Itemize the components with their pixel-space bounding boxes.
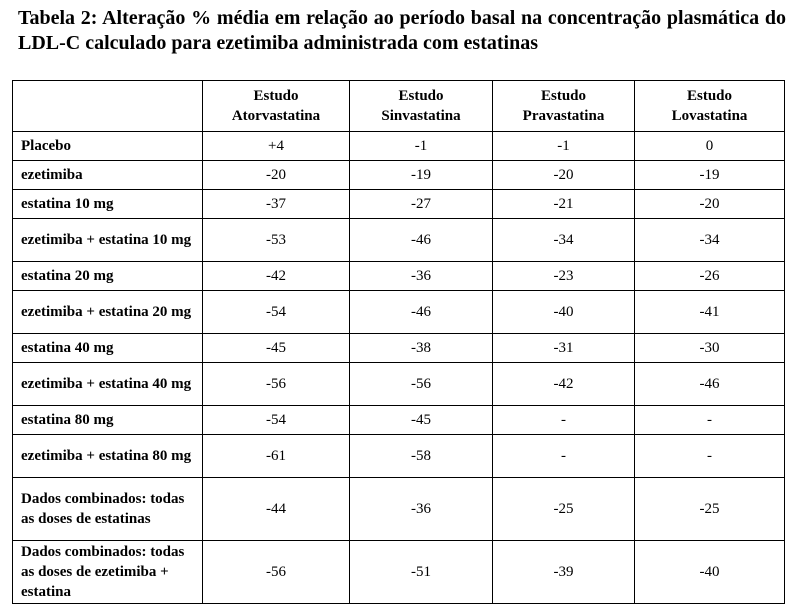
table-cell: -20: [634, 189, 785, 219]
row-label: Dados combinados: todas as doses de esta…: [12, 477, 203, 541]
table-cell: -38: [349, 333, 493, 363]
row-label: estatina 80 mg: [12, 405, 203, 435]
table-cell: -45: [202, 333, 350, 363]
table-row: ezetimiba + estatina 10 mg -53 -46 -34 -…: [12, 218, 785, 262]
table-cell: -: [634, 434, 785, 478]
table-cell: -: [634, 405, 785, 435]
table-row: ezetimiba -20 -19 -20 -19: [12, 160, 785, 190]
table-row: ezetimiba + estatina 20 mg -54 -46 -40 -…: [12, 290, 785, 334]
column-header-line: Pravastatina: [522, 108, 605, 124]
table-row: Dados combinados: todas as doses de ezet…: [12, 540, 785, 604]
table-cell: -54: [202, 405, 350, 435]
table-cell: -26: [634, 261, 785, 291]
table-cell: -25: [492, 477, 635, 541]
table-row: estatina 40 mg -45 -38 -31 -30: [12, 333, 785, 363]
table-row: Placebo +4 -1 -1 0: [12, 131, 785, 161]
row-label: estatina 10 mg: [12, 189, 203, 219]
column-header-pravastatina: Estudo Pravastatina: [492, 80, 635, 132]
table-cell: -53: [202, 218, 350, 262]
column-header-lovastatina: Estudo Lovastatina: [634, 80, 785, 132]
table-cell: -61: [202, 434, 350, 478]
table-caption: Tabela 2: Alteração % média em relação a…: [18, 7, 786, 54]
table-cell: -40: [492, 290, 635, 334]
column-header-line: Estudo: [686, 88, 733, 104]
table-cell: -51: [349, 540, 493, 604]
table-cell: -41: [634, 290, 785, 334]
table-cell: -44: [202, 477, 350, 541]
table-cell: -21: [492, 189, 635, 219]
table-cell: -1: [492, 131, 635, 161]
column-header-line: Estudo: [540, 88, 587, 104]
table-cell: -19: [634, 160, 785, 190]
table-row: ezetimiba + estatina 80 mg -61 -58 - -: [12, 434, 785, 478]
table-cell: -42: [492, 362, 635, 406]
column-header-line: Lovastatina: [671, 108, 748, 124]
row-label: Placebo: [12, 131, 203, 161]
column-header-line: Atorvastatina: [231, 108, 321, 124]
table-row: estatina 10 mg -37 -27 -21 -20: [12, 189, 785, 219]
table-cell: -1: [349, 131, 493, 161]
table-cell: -31: [492, 333, 635, 363]
table-cell: -56: [349, 362, 493, 406]
table-cell: -46: [634, 362, 785, 406]
row-label: ezetimiba + estatina 40 mg: [12, 362, 203, 406]
table-cell: -34: [634, 218, 785, 262]
table-cell: -25: [634, 477, 785, 541]
column-header-line: Estudo: [253, 88, 299, 104]
table-cell: -40: [634, 540, 785, 604]
table-cell: -36: [349, 477, 493, 541]
table-row: ezetimiba + estatina 40 mg -56 -56 -42 -…: [12, 362, 785, 406]
row-label: estatina 20 mg: [12, 261, 203, 291]
table-cell: -20: [492, 160, 635, 190]
table-cell: -56: [202, 362, 350, 406]
table-cell: -20: [202, 160, 350, 190]
row-label: ezetimiba + estatina 20 mg: [12, 290, 203, 334]
table-cell: -39: [492, 540, 635, 604]
table-cell: -34: [492, 218, 635, 262]
row-label: ezetimiba + estatina 10 mg: [12, 218, 203, 262]
table-row: Dados combinados: todas as doses de esta…: [12, 477, 785, 541]
table-cell: -30: [634, 333, 785, 363]
table-row: estatina 20 mg -42 -36 -23 -26: [12, 261, 785, 291]
ldl-change-table: Estudo Atorvastatina Estudo Sinvastatina…: [12, 80, 785, 604]
column-header-line: Estudo: [398, 88, 444, 104]
table-row: estatina 80 mg -54 -45 - -: [12, 405, 785, 435]
row-label: ezetimiba + estatina 80 mg: [12, 434, 203, 478]
table-cell: -56: [202, 540, 350, 604]
table-cell: -23: [492, 261, 635, 291]
table-cell: -27: [349, 189, 493, 219]
table-cell: -45: [349, 405, 493, 435]
row-label: estatina 40 mg: [12, 333, 203, 363]
header-corner-cell: [12, 80, 203, 132]
column-header-sinvastatina: Estudo Sinvastatina: [349, 80, 493, 132]
table-cell: -54: [202, 290, 350, 334]
table-cell: -19: [349, 160, 493, 190]
table-cell: -42: [202, 261, 350, 291]
table-cell: -58: [349, 434, 493, 478]
row-label: ezetimiba: [12, 160, 203, 190]
table-cell: -: [492, 434, 635, 478]
column-header-line: Sinvastatina: [381, 108, 461, 124]
table-cell: +4: [202, 131, 350, 161]
table-cell: 0: [634, 131, 785, 161]
table-cell: -: [492, 405, 635, 435]
table-cell: -46: [349, 290, 493, 334]
table-cell: -36: [349, 261, 493, 291]
column-header-atorvastatina: Estudo Atorvastatina: [202, 80, 350, 132]
row-label: Dados combinados: todas as doses de ezet…: [12, 540, 203, 604]
table-header-row: Estudo Atorvastatina Estudo Sinvastatina…: [12, 80, 785, 132]
table-cell: -37: [202, 189, 350, 219]
table-cell: -46: [349, 218, 493, 262]
